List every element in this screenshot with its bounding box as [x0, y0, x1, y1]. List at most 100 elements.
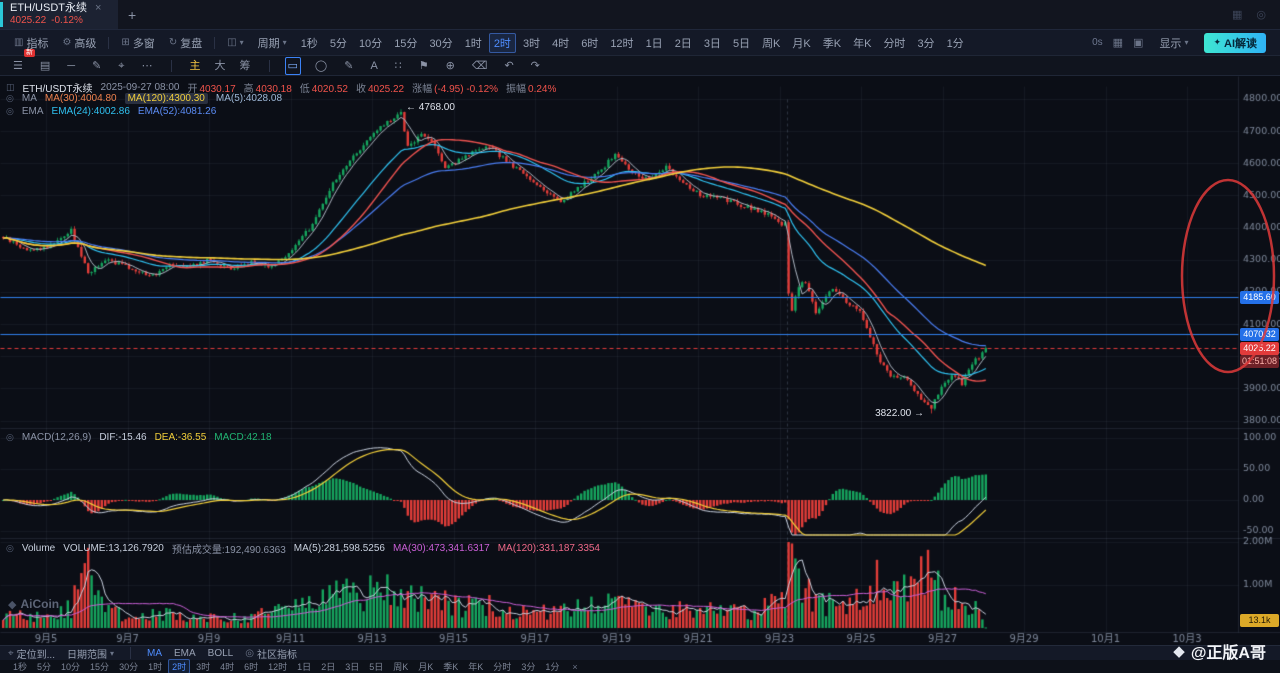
- timeframe-button[interactable]: 1日: [645, 37, 663, 50]
- layout-icon[interactable]: ▦: [1112, 37, 1124, 49]
- timeframe-button[interactable]: 1秒: [300, 37, 318, 50]
- chevron-down-icon: ▾: [239, 38, 244, 47]
- eye-icon[interactable]: ◎: [6, 106, 14, 116]
- timeframe-button[interactable]: 30分: [119, 662, 139, 672]
- timeframe-button[interactable]: 3日: [345, 662, 360, 672]
- pattern-tool[interactable]: ∷: [394, 59, 402, 72]
- flag-tool[interactable]: ⚑: [418, 59, 429, 72]
- timeframe-button[interactable]: 4时: [552, 37, 570, 50]
- eraser-tool[interactable]: ⌫: [471, 59, 488, 72]
- timeframe-button[interactable]: 3时: [196, 662, 211, 672]
- timeframe-button[interactable]: 2日: [674, 37, 692, 50]
- boll-toggle[interactable]: BOLL: [208, 648, 234, 659]
- timeframe-button[interactable]: 季K: [443, 662, 459, 672]
- text-tool[interactable]: A: [370, 59, 378, 72]
- timeframe-button[interactable]: 3时: [522, 37, 541, 50]
- timeframe-button[interactable]: 2日: [321, 662, 336, 672]
- ema-legend: ◎ EMA EMA(24):4002.86 EMA(52):4081.26: [6, 106, 216, 117]
- advanced-button[interactable]: ⚙ 高级: [56, 33, 102, 53]
- chip-distribution-button[interactable]: 筹: [239, 59, 251, 72]
- pencil-tool[interactable]: ✎: [92, 59, 102, 72]
- eye-icon[interactable]: ◎: [6, 432, 14, 442]
- eye-icon[interactable]: ◎: [6, 93, 14, 103]
- ellipse-tool[interactable]: ◯: [314, 59, 328, 72]
- timeframe-button[interactable]: 3日: [703, 37, 721, 50]
- add-tab-button[interactable]: +: [128, 6, 137, 23]
- timeframe-button[interactable]: 1时: [464, 37, 482, 50]
- ai-analysis-button[interactable]: ✦ AI解读: [1204, 32, 1266, 53]
- multi-window-button[interactable]: ⊞ 多窗: [115, 33, 160, 53]
- timeframe-button[interactable]: 季K: [822, 37, 842, 50]
- timeframe-button[interactable]: 6时: [244, 662, 259, 672]
- aicoin-watermark-text: AiCoin: [20, 597, 60, 611]
- timeframe-button[interactable]: 分时: [883, 37, 906, 50]
- timeframe-button[interactable]: 5日: [369, 662, 384, 672]
- workspace-icon[interactable]: ▦: [1231, 9, 1243, 21]
- more-tools-icon[interactable]: ⋯: [141, 59, 153, 72]
- timeframe-button[interactable]: 15分: [90, 662, 110, 672]
- timeframe-button[interactable]: 4时: [220, 662, 235, 672]
- undo-button[interactable]: ↶: [504, 59, 514, 72]
- timeframe-button[interactable]: 15分: [394, 37, 418, 50]
- diamond-logo-icon: ◆: [1173, 643, 1185, 660]
- timeframe-button[interactable]: 2时: [168, 659, 191, 673]
- close-icon[interactable]: ×: [572, 661, 578, 672]
- period-button[interactable]: 周期 ▾: [252, 33, 293, 53]
- timeframe-button[interactable]: 10分: [61, 662, 81, 672]
- main-chart-button[interactable]: 主: [189, 59, 201, 72]
- timeframe-button[interactable]: 5分: [329, 37, 347, 50]
- locate-button[interactable]: ⌖ 定位到...: [8, 646, 55, 661]
- replay-button[interactable]: ↻ 复盘: [163, 33, 208, 53]
- timeframe-button[interactable]: 年K: [468, 662, 484, 672]
- low-label: 低: [299, 84, 310, 95]
- timeframe-button[interactable]: 2时: [488, 32, 516, 53]
- timeframe-button[interactable]: 1日: [297, 662, 312, 672]
- rectangle-tool[interactable]: ▭: [284, 56, 301, 75]
- symbol-tab[interactable]: ETH/USDT永续 × 4025.22 -0.12%: [0, 0, 118, 29]
- large-chart-button[interactable]: 大: [214, 59, 226, 72]
- timeframe-button[interactable]: 1时: [148, 662, 163, 672]
- add-drawing-tool[interactable]: ⊕: [445, 59, 455, 72]
- ema-toggle[interactable]: EMA: [174, 648, 196, 659]
- timeframe-button[interactable]: 周K: [393, 662, 409, 672]
- price-chart-canvas[interactable]: [0, 76, 1280, 645]
- timeframe-button[interactable]: 1秒: [13, 662, 28, 672]
- timeframe-button[interactable]: 月K: [418, 662, 434, 672]
- crosshair-tool[interactable]: ⌖: [118, 59, 125, 72]
- brush-tool[interactable]: ✎: [344, 59, 354, 72]
- layout-template-icon[interactable]: ▤: [39, 59, 51, 72]
- user-icon[interactable]: ◎: [1256, 9, 1266, 21]
- timeframe-button[interactable]: 3分: [521, 662, 536, 672]
- timeframe-button[interactable]: 周K: [762, 37, 781, 50]
- camera-icon[interactable]: ▣: [1133, 37, 1144, 49]
- eye-icon[interactable]: ◎: [6, 543, 14, 553]
- timeframe-button[interactable]: 12时: [610, 37, 634, 50]
- tab-close-icon[interactable]: ×: [95, 2, 102, 14]
- timeframe-button[interactable]: 1分: [946, 37, 964, 50]
- redo-button[interactable]: ↷: [530, 59, 540, 72]
- chevron-down-icon: ▾: [1184, 38, 1189, 47]
- timeframe-button[interactable]: 12时: [268, 662, 288, 672]
- chevron-down-icon: ▾: [109, 648, 114, 658]
- panes-list-icon[interactable]: ☰: [13, 59, 23, 72]
- timeframe-button[interactable]: 5分: [37, 662, 52, 672]
- horizontal-line-tool[interactable]: ─: [67, 59, 76, 72]
- timeframe-button[interactable]: 年K: [853, 37, 872, 50]
- timeframe-button[interactable]: 3分: [917, 37, 935, 50]
- community-indicators-button[interactable]: ◎ 社区指标: [245, 646, 297, 661]
- display-button[interactable]: 显示 ▾: [1153, 33, 1194, 53]
- timeframe-button[interactable]: 10分: [358, 37, 383, 50]
- timeframe-button[interactable]: 1分: [545, 662, 560, 672]
- timeframe-button[interactable]: 30分: [429, 37, 453, 50]
- timeframe-button[interactable]: 5日: [732, 37, 751, 50]
- sparkle-icon: ✦: [1213, 37, 1221, 47]
- date-range-button[interactable]: 日期范围 ▾: [67, 646, 114, 661]
- divider: [108, 36, 110, 49]
- chart-type-button[interactable]: ◫ ▾: [221, 35, 249, 50]
- period-label: 周期: [257, 37, 280, 50]
- ma-toggle[interactable]: MA: [147, 648, 162, 659]
- timeframe-button[interactable]: 分时: [493, 662, 512, 672]
- indicators-button[interactable]: ▥ 指标 新: [8, 33, 54, 57]
- timeframe-button[interactable]: 6时: [581, 37, 599, 50]
- timeframe-button[interactable]: 月K: [792, 37, 811, 50]
